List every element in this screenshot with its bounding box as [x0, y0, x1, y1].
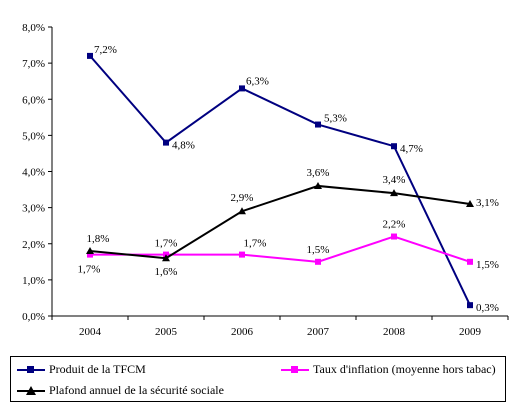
- data-label: 1,6%: [155, 266, 178, 278]
- data-label: 3,6%: [307, 167, 330, 179]
- data-label: 3,1%: [476, 197, 499, 209]
- legend-marker-square-navy: [17, 364, 45, 376]
- series-line: [89, 184, 471, 260]
- y-tick-label: 1,0%: [22, 275, 45, 287]
- data-point-square: [467, 302, 473, 309]
- data-labels-layer: 7,2% 4,8% 6,3% 5,3% 4,7% 0,3% 1,7% 1,7% 1,7% 1,5%…: [78, 44, 499, 314]
- data-point-triangle: [314, 181, 322, 189]
- legend-item-tfcm: Produit de la TFCM: [17, 362, 146, 377]
- x-tick-label: 2007: [307, 326, 330, 338]
- series-2: [87, 233, 473, 265]
- y-tick-label: 2,0%: [22, 239, 45, 251]
- data-label: 1,7%: [78, 264, 101, 276]
- data-label: 1,8%: [87, 233, 110, 245]
- data-point-square: [315, 258, 321, 265]
- legend-label-plafond: Plafond annuel de la sécurité sociale: [49, 383, 224, 397]
- line-chart: 0,0% 1,0% 2,0% 3,0% 4,0% 5,0% 6,0% 7,0% 8,0% 2004…: [22, 22, 509, 338]
- y-tick-label: 3,0%: [22, 203, 45, 215]
- x-tick-label: 2006: [231, 326, 254, 338]
- data-point-square: [467, 258, 473, 265]
- axes: 0,0% 1,0% 2,0% 3,0% 4,0% 5,0% 6,0% 7,0% 8,0% 2004…: [22, 22, 509, 338]
- data-point-triangle: [238, 207, 246, 215]
- data-label: 0,3%: [476, 302, 499, 314]
- legend-marker-triangle-black: [17, 385, 45, 397]
- data-point-triangle: [162, 254, 170, 262]
- data-label: 4,8%: [172, 140, 195, 152]
- x-tick-label: 2005: [155, 326, 178, 338]
- legend: Produit de la TFCM Taux d'inflation (moy…: [10, 356, 506, 402]
- series-1: [87, 52, 473, 309]
- series-3: [86, 181, 474, 262]
- data-label: 7,2%: [94, 44, 117, 56]
- data-point-square: [391, 233, 397, 240]
- series-line: [90, 235, 471, 263]
- data-point-square: [163, 139, 169, 146]
- series-layer: [86, 52, 474, 309]
- legend-label-inflation: Taux d'inflation (moyenne hors tabac): [313, 362, 496, 376]
- data-label: 1,7%: [155, 238, 178, 250]
- data-point-square: [87, 251, 93, 258]
- y-tick-label: 0,0%: [22, 311, 45, 323]
- data-point-square: [239, 251, 245, 258]
- data-point-square: [87, 52, 93, 59]
- y-tick-label: 7,0%: [22, 58, 45, 70]
- y-tick-label: 5,0%: [22, 130, 45, 142]
- y-tick-label: 8,0%: [22, 22, 45, 34]
- legend-item-inflation: Taux d'inflation (moyenne hors tabac): [281, 362, 496, 377]
- series-line: [89, 55, 471, 306]
- data-point-square: [239, 85, 245, 92]
- legend-marker-square-magenta: [281, 364, 309, 376]
- data-point-triangle: [466, 200, 474, 208]
- data-label: 4,7%: [400, 143, 423, 155]
- y-tick-label: 6,0%: [22, 94, 45, 106]
- data-point-square: [391, 143, 397, 150]
- data-label: 1,7%: [244, 238, 267, 250]
- data-label: 2,2%: [383, 219, 406, 231]
- y-tick-label: 4,0%: [22, 167, 45, 179]
- data-label: 1,5%: [307, 244, 330, 256]
- data-label: 1,5%: [476, 259, 499, 271]
- x-tick-label: 2004: [79, 326, 102, 338]
- data-label: 2,9%: [231, 192, 254, 204]
- legend-item-plafond: Plafond annuel de la sécurité sociale: [17, 383, 224, 398]
- x-tick-label: 2008: [383, 326, 406, 338]
- data-point-triangle: [390, 189, 398, 197]
- data-label: 3,4%: [383, 174, 406, 186]
- data-point-square: [315, 121, 321, 128]
- legend-label-tfcm: Produit de la TFCM: [49, 362, 146, 376]
- x-tick-label: 2009: [459, 326, 482, 338]
- data-label: 5,3%: [324, 113, 347, 125]
- data-label: 6,3%: [246, 75, 269, 87]
- data-point-triangle: [86, 246, 94, 254]
